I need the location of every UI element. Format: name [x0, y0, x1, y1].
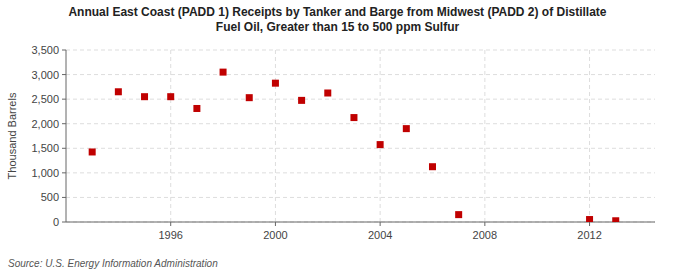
y-tick [62, 172, 66, 173]
y-grid-line [66, 172, 655, 173]
y-tick [62, 99, 66, 100]
y-grid-line [66, 123, 655, 124]
point [455, 211, 462, 218]
y-tick [62, 148, 66, 149]
x-tick [484, 222, 485, 226]
point [272, 80, 279, 87]
y-tick [62, 197, 66, 198]
y-tick-label: 500 [41, 191, 59, 203]
x-grid-line [589, 50, 590, 222]
title-line: Fuel Oil, Greater than 15 to 500 ppm Sul… [216, 20, 460, 34]
x-tick [170, 222, 171, 226]
y-tick-label: 3,500 [31, 44, 59, 56]
source-annotation: Source: U.S. Energy Information Administ… [8, 258, 218, 269]
y-tick [62, 123, 66, 124]
x-axis-line [66, 222, 655, 223]
x-tick-label: 2000 [263, 229, 287, 241]
y-tick-label: 3,000 [31, 69, 59, 81]
x-grid-line [170, 50, 171, 222]
point [429, 163, 436, 170]
y-grid-line [66, 222, 655, 223]
x-grid-line [380, 50, 381, 222]
x-tick-label: 2004 [368, 229, 392, 241]
x-tick-label: 1996 [158, 229, 182, 241]
y-axis-line [66, 50, 67, 222]
point [324, 90, 331, 97]
point [612, 217, 619, 222]
title-line: Annual East Coast (PADD 1) Receipts by T… [68, 5, 606, 19]
x-tick-label: 2012 [577, 229, 601, 241]
y-tick [62, 50, 66, 51]
point [89, 148, 96, 155]
grid [66, 50, 655, 222]
y-tick [62, 222, 66, 223]
point [167, 93, 174, 100]
x-tick [275, 222, 276, 226]
x-grid-line [484, 50, 485, 222]
axes: 0 500 1,000 1,500 2,000 2,500 3,000 3,500 1996 20… [31, 44, 655, 241]
point [350, 114, 357, 121]
points [89, 69, 620, 222]
y-tick-label: 1,000 [31, 167, 59, 179]
point [246, 94, 253, 101]
x-tick-label: 2008 [473, 229, 497, 241]
point [220, 69, 227, 76]
title: Annual East Coast (PADD 1) Receipts by T… [68, 5, 606, 34]
y-grid-line [66, 148, 655, 149]
x-grid-line [275, 50, 276, 222]
y-tick-label: 0 [53, 216, 59, 228]
x-tick [380, 222, 381, 226]
x-tick [589, 222, 590, 226]
y-axis-label: Thousand Barrels [6, 92, 18, 179]
point [115, 88, 122, 95]
y-grid-line [66, 99, 655, 100]
y-grid-line [66, 197, 655, 198]
point [586, 216, 593, 222]
y-grid-line [66, 50, 655, 51]
point [403, 125, 410, 132]
y-tick-label: 1,500 [31, 142, 59, 154]
y-grid-line [66, 74, 655, 75]
y-tick-label: 2,500 [31, 93, 59, 105]
y-tick [62, 74, 66, 75]
point [298, 97, 305, 104]
point [193, 105, 200, 112]
y-tick-label: 2,000 [31, 118, 59, 130]
chart: Annual East Coast (PADD 1) Receipts by T… [0, 0, 675, 275]
point [377, 141, 384, 148]
point [141, 93, 148, 100]
